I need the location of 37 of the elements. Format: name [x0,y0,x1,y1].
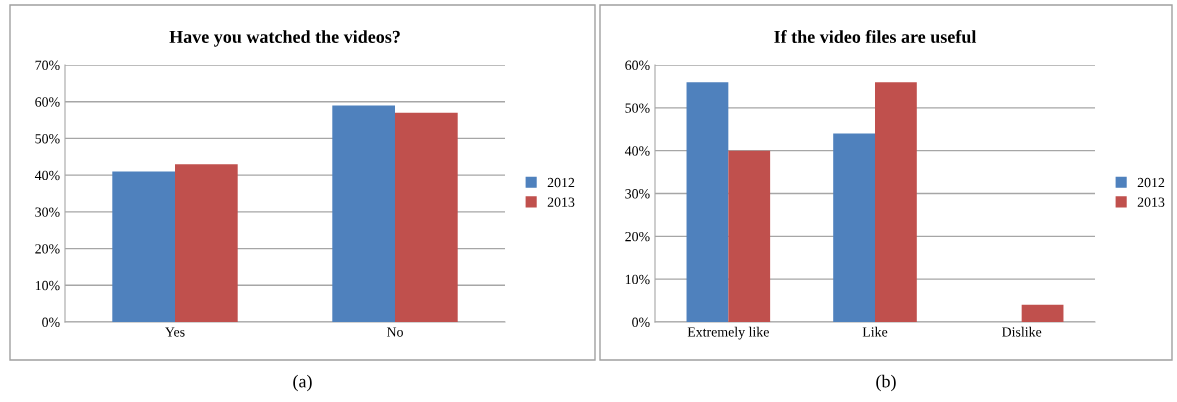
y-tick-label: 50% [625,103,650,113]
bar [833,133,875,322]
legend-label: 2013 [547,197,575,207]
y-tick-label: 30% [35,207,60,217]
bar [395,112,458,322]
x-tick-label: No [386,327,403,337]
text: (a) [293,374,312,392]
bar [175,164,238,322]
bar [686,82,729,322]
y-tick-label: 70% [35,60,60,70]
y-tick-label: 10% [625,274,650,285]
x-tick-label: Yes [165,327,185,337]
y-tick-label: 40% [34,170,60,181]
x-tick-label: Like [862,326,888,337]
bar [875,82,917,322]
y-tick-label: 0% [42,317,60,327]
bar [728,150,771,322]
chart-title: If the video files are useful [774,30,977,43]
legend-label: 2012 [1137,177,1165,188]
chart-title: Have you watched the videos? [169,30,400,47]
bar [1021,304,1064,322]
text: (b) [876,374,896,392]
y-tick-label: 0% [632,317,650,327]
y-tick-label: 40% [624,146,650,156]
y-tick-label: 20% [625,231,650,242]
x-tick-label: Extremely like [687,326,769,340]
bar [332,105,395,322]
legend-label: 2012 [547,177,575,188]
y-tick-label: 50% [35,134,60,144]
y-tick-label: 20% [35,244,60,254]
y-tick-label: 60% [625,60,650,70]
y-tick-label: 10% [35,280,60,291]
x-tick-label: Dislike [1002,326,1042,337]
y-tick-label: 30% [625,189,650,199]
bar [112,171,175,322]
y-tick-label: 60% [35,97,60,107]
legend-label: 2013 [1137,197,1165,207]
